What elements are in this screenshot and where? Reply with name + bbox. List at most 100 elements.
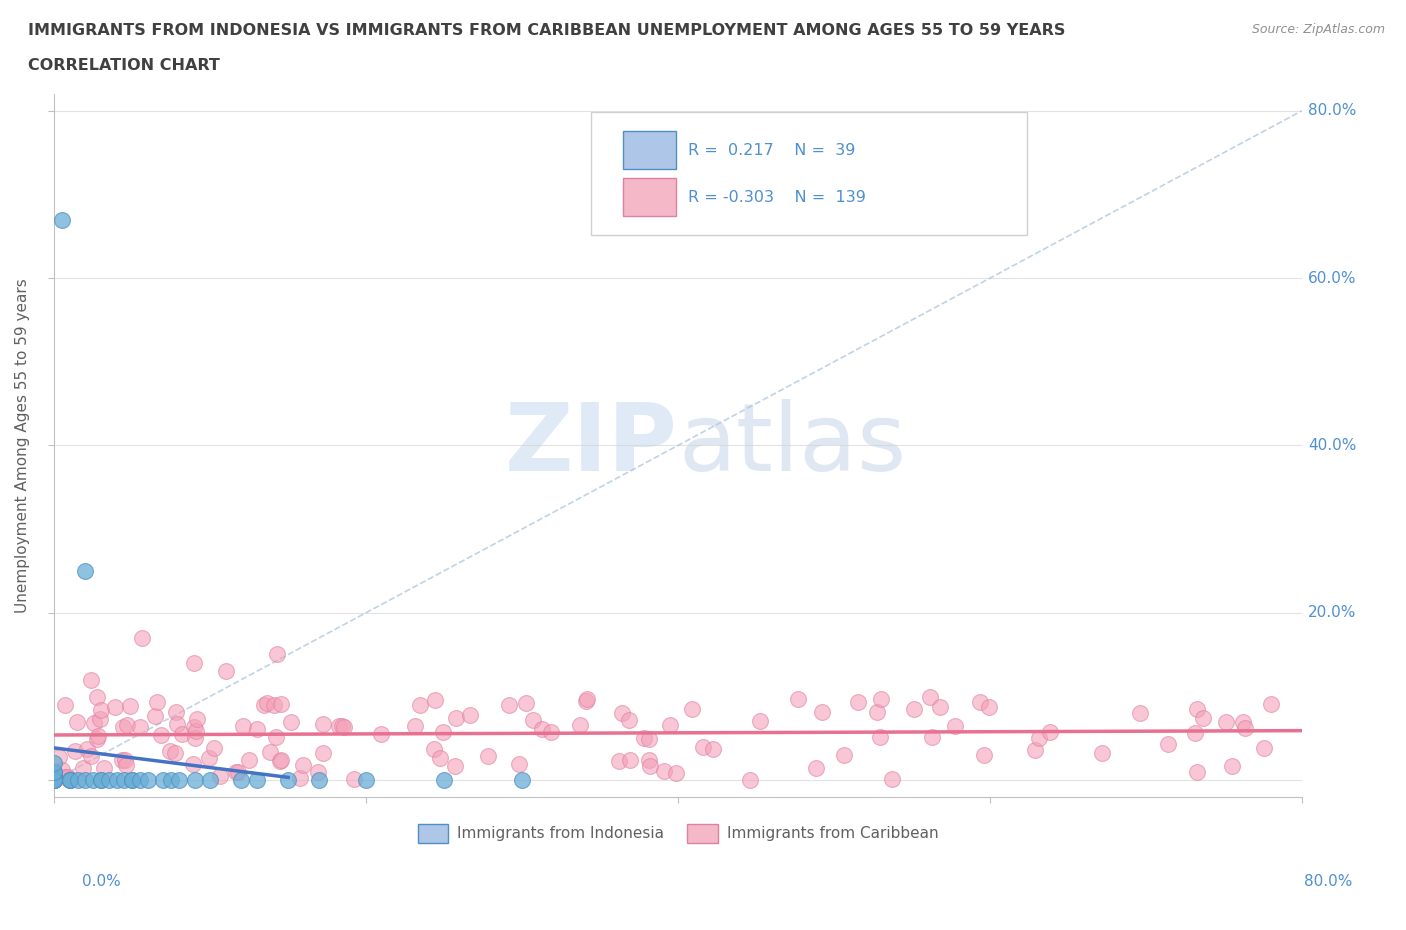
Point: [146, 694, 169, 709]
Point: [226, 765, 249, 780]
Point: [1253, 740, 1275, 755]
Point: [183, 720, 205, 735]
Point: [607, 753, 630, 768]
Point: [93, 761, 115, 776]
Point: [270, 752, 292, 767]
Text: CORRELATION CHART: CORRELATION CHART: [28, 58, 219, 73]
Point: [165, 704, 187, 719]
Point: [129, 773, 152, 788]
Point: [652, 764, 675, 779]
Point: [266, 647, 288, 662]
Point: [804, 761, 827, 776]
Point: [738, 772, 761, 787]
Text: Source: ZipAtlas.com: Source: ZipAtlas.com: [1251, 23, 1385, 36]
Point: [510, 773, 533, 788]
Point: [1039, 724, 1062, 739]
Point: [105, 773, 128, 788]
Point: [307, 764, 329, 779]
Point: [332, 718, 354, 733]
Point: [208, 768, 231, 783]
Point: [44, 773, 66, 788]
Point: [575, 694, 598, 709]
Point: [575, 691, 598, 706]
Point: [53, 698, 76, 712]
Point: [136, 773, 159, 788]
Point: [444, 711, 467, 725]
Point: [1184, 726, 1206, 741]
Point: [76, 742, 98, 757]
Point: [44, 773, 66, 788]
Text: R = -0.303    N =  139: R = -0.303 N = 139: [688, 190, 866, 205]
Point: [692, 739, 714, 754]
Point: [832, 748, 855, 763]
Point: [277, 773, 299, 788]
Point: [86, 728, 108, 743]
Point: [115, 717, 138, 732]
Point: [159, 744, 181, 759]
Text: R =  0.217    N =  39: R = 0.217 N = 39: [688, 143, 855, 158]
Point: [58, 771, 80, 786]
Text: 0.0%: 0.0%: [82, 874, 121, 889]
Point: [186, 724, 208, 738]
Point: [111, 720, 134, 735]
Point: [432, 725, 454, 740]
Point: [522, 712, 544, 727]
Point: [114, 773, 136, 788]
Point: [44, 773, 66, 788]
FancyBboxPatch shape: [623, 179, 676, 217]
Point: [610, 706, 633, 721]
Point: [264, 730, 287, 745]
Point: [256, 695, 278, 710]
Point: [702, 741, 724, 756]
Point: [370, 726, 392, 741]
Point: [184, 730, 207, 745]
Point: [183, 656, 205, 671]
Point: [312, 717, 335, 732]
Point: [444, 759, 467, 774]
Point: [429, 751, 451, 765]
Point: [354, 773, 377, 788]
Point: [263, 698, 285, 712]
Point: [246, 773, 269, 788]
Point: [59, 773, 82, 788]
Point: [181, 757, 204, 772]
Y-axis label: Unemployment Among Ages 55 to 59 years: Unemployment Among Ages 55 to 59 years: [15, 278, 30, 613]
Point: [80, 672, 103, 687]
Point: [82, 773, 104, 788]
Point: [51, 212, 73, 227]
Point: [633, 730, 655, 745]
Point: [903, 701, 925, 716]
Point: [90, 773, 112, 788]
Point: [1129, 706, 1152, 721]
Point: [231, 773, 253, 788]
Point: [531, 722, 554, 737]
Point: [198, 751, 221, 765]
Point: [869, 729, 891, 744]
Point: [83, 716, 105, 731]
Point: [44, 768, 66, 783]
Point: [238, 752, 260, 767]
Point: [44, 764, 66, 779]
Point: [44, 773, 66, 788]
Point: [97, 773, 120, 788]
Text: 80.0%: 80.0%: [1305, 874, 1353, 889]
Point: [200, 773, 222, 788]
Point: [120, 698, 142, 713]
Point: [665, 765, 688, 780]
Point: [66, 773, 89, 788]
Point: [619, 752, 641, 767]
Point: [80, 749, 103, 764]
Point: [166, 716, 188, 731]
Point: [44, 773, 66, 788]
Point: [969, 695, 991, 710]
Point: [1234, 721, 1257, 736]
Text: 20.0%: 20.0%: [1308, 605, 1357, 620]
FancyBboxPatch shape: [591, 112, 1028, 234]
Point: [638, 759, 661, 774]
Point: [477, 749, 499, 764]
Point: [748, 713, 770, 728]
Point: [44, 773, 66, 788]
Point: [163, 746, 186, 761]
Text: atlas: atlas: [678, 399, 907, 491]
Point: [56, 769, 79, 784]
